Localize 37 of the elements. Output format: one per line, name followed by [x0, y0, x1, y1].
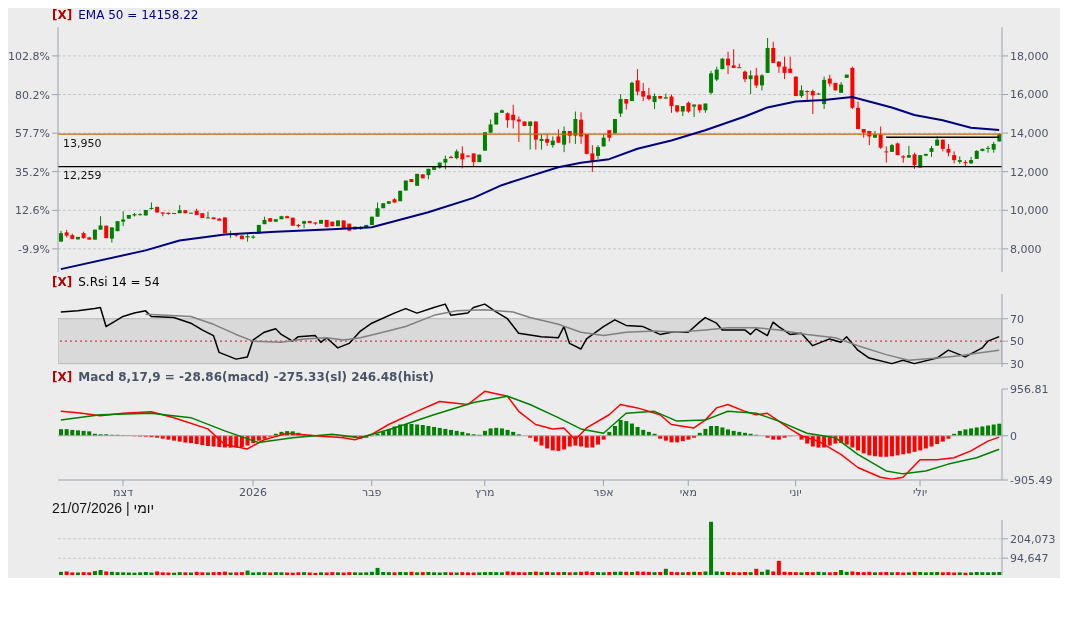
y-tick-label: 12,000 [1010, 165, 1049, 179]
x-tick-label: יוני [789, 485, 802, 499]
y-tick-label: 956.81 [1010, 382, 1049, 396]
x-tick-label: מרץ [474, 485, 495, 499]
text: [X] [52, 8, 73, 23]
y2-tick-label: 12.6% [15, 204, 50, 218]
ref-line-label: 12,259 [63, 169, 102, 183]
y-tick-label: 16,000 [1010, 88, 1049, 102]
series-label: S.Rsi 14 = 54 [78, 275, 160, 290]
x-tick-label: דצמ [113, 485, 134, 499]
y2-tick-label: -9.9% [18, 242, 50, 256]
x-tick-label: 2026 [239, 485, 268, 499]
y-tick-label: 70 [1010, 312, 1024, 326]
y-tick-label: 30 [1010, 357, 1024, 371]
y-tick-label: -905.49 [1010, 473, 1053, 487]
y-tick-label: 94,647 [1010, 552, 1049, 566]
y-tick-label: 0 [1010, 429, 1017, 443]
text: EMA 50 = 14158.22 [78, 8, 199, 23]
y2-tick-label: 80.2% [15, 88, 50, 102]
x-tick-label: מאי [679, 485, 697, 499]
text: יומי | 21/07/2026 [52, 500, 155, 516]
chart-title: Macd 8,17,9 = -28.86(macd) -275.33(sl) 246.48(hist) [78, 370, 434, 385]
ref-line-label: 13,950 [63, 136, 102, 150]
x-tick-label: אפר [593, 485, 614, 499]
y-tick-label: 8,000 [1010, 242, 1042, 256]
y2-tick-label: 57.7% [15, 127, 50, 141]
text: [X] [52, 275, 73, 290]
y-tick-label: 14,000 [1010, 127, 1049, 141]
text: [X] [52, 370, 73, 385]
y2-tick-label: 35.2% [15, 165, 50, 179]
y-tick-label: 50 [1010, 335, 1024, 349]
y-tick-label: 18,000 [1010, 49, 1049, 63]
x-tick-label: יולי [912, 485, 928, 499]
y2-tick-label: 102.8% [8, 49, 50, 63]
x-tick-label: פבר [362, 485, 382, 499]
y-tick-label: 204,073 [1010, 532, 1056, 546]
y-tick-label: 10,000 [1010, 204, 1049, 218]
